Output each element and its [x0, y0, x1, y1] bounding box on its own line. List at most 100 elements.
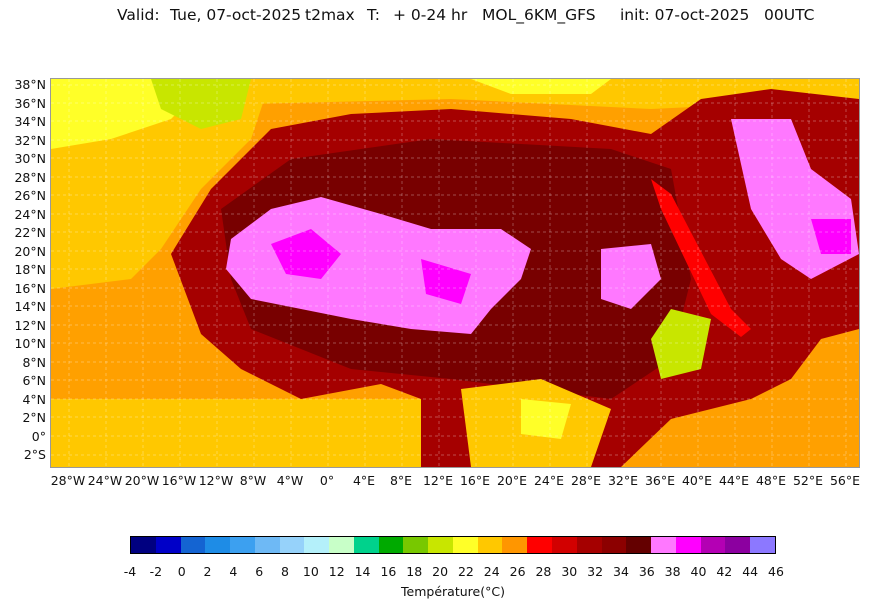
latitude-label: 6°N: [22, 373, 46, 388]
colorbar-tick-label: 24: [483, 564, 500, 579]
colorbar-tick-label: 18: [406, 564, 423, 579]
colorbar-tick-label: -4: [123, 564, 137, 579]
colorbar-swatch: [329, 537, 354, 553]
time-range: + 0-24 hr: [393, 6, 468, 24]
longitude-label: 16°E: [459, 473, 491, 488]
colorbar-swatch: [304, 537, 330, 553]
colorbar-swatch: [700, 537, 726, 553]
time-label: T:: [367, 6, 380, 24]
colorbar-tick-label: 10: [302, 564, 319, 579]
colorbar-tick-label: 2: [203, 564, 212, 579]
latitude-label: 28°N: [14, 169, 46, 185]
latitude-label: 16°N: [14, 280, 46, 296]
colorbar-tick-label: 26: [509, 564, 526, 579]
colorbar-tick-label: 34: [613, 564, 629, 579]
latitude-label: 24°N: [14, 206, 46, 222]
latitude-label: 26°N: [14, 188, 46, 203]
longitude-label: 12°E: [422, 473, 454, 488]
colorbar-title: Température(°C): [401, 584, 505, 599]
colorbar-tick-label: 40: [690, 564, 707, 579]
colorbar-swatch: [155, 537, 181, 553]
colorbar: [130, 536, 776, 554]
longitude-label: 4°W: [276, 473, 304, 488]
latitude-label: 2°N: [22, 410, 46, 425]
colorbar-swatch: [403, 537, 429, 553]
valid-label: Valid:: [117, 6, 160, 24]
congo-yellow: [521, 399, 571, 439]
latitude-label: 8°N: [22, 354, 46, 370]
longitude-label: 56°E: [829, 473, 861, 488]
colorbar-tick-label: 4: [229, 564, 238, 579]
mediterranean-north: [471, 79, 611, 94]
colorbar-swatch: [601, 537, 627, 553]
colorbar-tick-label: 12: [328, 564, 345, 579]
colorbar-swatch: [205, 537, 231, 553]
colorbar-swatch: [626, 537, 652, 553]
latitude-label: 14°N: [14, 299, 46, 314]
temperature-map[interactable]: [50, 78, 860, 468]
colorbar-tick-label: 22: [457, 564, 474, 579]
colorbar-swatch: [725, 537, 751, 553]
colorbar-swatch: [131, 537, 156, 553]
colorbar-swatch: [527, 537, 553, 553]
init-time: 00UTC: [764, 6, 815, 24]
colorbar-tick-label: 0: [177, 564, 186, 579]
ocean-equatorial: [51, 399, 421, 467]
colorbar-swatch: [378, 537, 404, 553]
colorbar-swatch: [576, 537, 602, 553]
colorbar-tick-label: 38: [664, 564, 681, 579]
latitude-label: 4°N: [22, 391, 46, 407]
longitude-label: 48°E: [755, 473, 787, 488]
longitude-label: 20°E: [496, 473, 528, 488]
colorbar-swatch: [353, 537, 379, 553]
colorbar-tick-label: 30: [561, 564, 578, 579]
longitude-label: 8°E: [389, 473, 413, 488]
colorbar-tick-label: 44: [742, 564, 759, 579]
colorbar-swatch: [552, 537, 577, 553]
latitude-label: 32°N: [14, 132, 46, 148]
map-canvas: [51, 79, 859, 467]
latitude-label: 38°N: [14, 77, 46, 92]
longitude-label: 28°E: [570, 473, 602, 488]
colorbar-tick-label: 32: [587, 564, 604, 579]
colorbar-swatch: [675, 537, 701, 553]
init-date: init: 07-oct-2025: [620, 6, 750, 24]
colorbar-swatch: [180, 537, 206, 553]
longitude-label: 28°W: [50, 473, 86, 488]
latitude-label: 0°: [31, 428, 46, 444]
longitude-label: 0°: [319, 473, 335, 488]
longitude-label: 12°W: [198, 473, 234, 488]
map-header: Valid: Tue, 07-oct-2025 t2max T: + 0-24 …: [0, 6, 873, 168]
colorbar-tick-label: 14: [354, 564, 371, 579]
longitude-label: 40°E: [681, 473, 713, 488]
sahara-peak-1: [271, 229, 341, 279]
red-sea: [651, 179, 751, 337]
latitude-label: 10°N: [14, 336, 46, 351]
colorbar-tick-label: 28: [535, 564, 552, 579]
longitude-label: 32°E: [607, 473, 639, 488]
longitude-label: 24°E: [533, 473, 565, 488]
colorbar-tick-label: 36: [638, 564, 655, 579]
colorbar-swatch: [428, 537, 453, 553]
longitude-label: 52°E: [792, 473, 824, 488]
longitude-label: 24°W: [87, 473, 123, 488]
colorbar-tick-label: 6: [255, 564, 264, 579]
sudan-extreme: [601, 244, 661, 309]
longitude-label: 8°W: [239, 473, 267, 488]
latitude-label: 12°N: [14, 317, 46, 333]
colorbar-tick-label: 42: [716, 564, 733, 579]
latitude-label: 2°S: [23, 447, 46, 462]
latitude-label: 36°N: [14, 95, 46, 111]
longitude-label: 36°E: [644, 473, 676, 488]
arabia-peak: [811, 219, 851, 254]
colorbar-swatch: [254, 537, 280, 553]
colorbar-swatch: [452, 537, 478, 553]
latitude-label: 22°N: [14, 225, 46, 240]
valid-date: Tue, 07-oct-2025: [170, 6, 302, 24]
graticule: [51, 79, 859, 467]
longitude-label: 4°E: [352, 473, 376, 488]
colorbar-swatch: [230, 537, 255, 553]
longitude-label: 20°W: [124, 473, 160, 488]
variable-name: t2max: [305, 6, 355, 24]
latitude-label: 20°N: [14, 243, 46, 259]
